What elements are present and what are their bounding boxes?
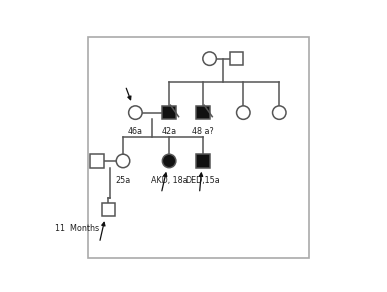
FancyBboxPatch shape	[91, 154, 104, 168]
FancyBboxPatch shape	[102, 203, 115, 216]
Text: 25a: 25a	[115, 175, 131, 185]
Text: 11  Months: 11 Months	[55, 224, 99, 233]
FancyBboxPatch shape	[230, 52, 243, 65]
Text: 46a: 46a	[128, 127, 143, 136]
FancyBboxPatch shape	[196, 154, 210, 168]
Circle shape	[128, 106, 142, 119]
Circle shape	[203, 52, 216, 65]
Circle shape	[116, 154, 130, 168]
Text: 42a: 42a	[161, 127, 177, 136]
FancyBboxPatch shape	[196, 106, 210, 119]
FancyBboxPatch shape	[163, 106, 176, 119]
Text: DED,15a: DED,15a	[185, 175, 220, 185]
Circle shape	[272, 106, 286, 119]
Text: 48 a?: 48 a?	[192, 127, 214, 136]
Circle shape	[236, 106, 250, 119]
Text: AKD, 18a: AKD, 18a	[151, 175, 187, 185]
Circle shape	[163, 154, 176, 168]
